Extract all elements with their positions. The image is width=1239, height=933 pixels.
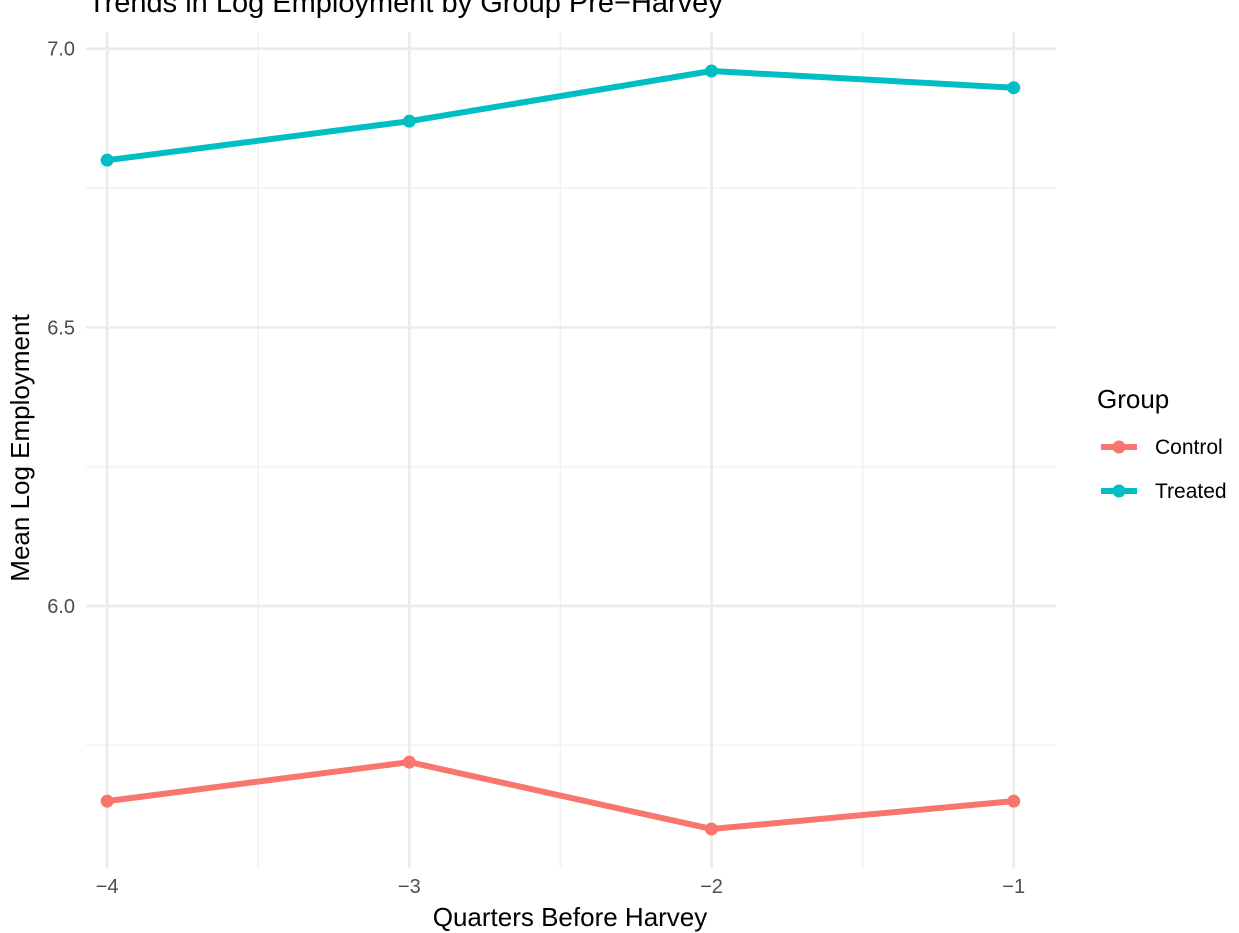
legend-label: Control [1155, 436, 1223, 459]
data-point-treated [705, 64, 719, 78]
y-tick-label: 7.0 [47, 39, 75, 61]
x-axis-title: Quarters Before Harvey [433, 902, 708, 932]
data-point-treated [100, 153, 114, 167]
data-point-control [1007, 794, 1021, 808]
legend-key-point [1112, 484, 1126, 498]
legend-item-treated: Treated [1101, 480, 1227, 503]
data-point-treated [1007, 81, 1021, 95]
data-point-treated [402, 114, 416, 128]
legend-items: Control Treated [1101, 436, 1227, 503]
chart-title: Trends in Log Employment by Group Pre−Ha… [88, 0, 723, 19]
x-tick-label: −2 [700, 876, 723, 898]
legend-label: Treated [1155, 480, 1227, 503]
x-tick-label: −4 [96, 876, 119, 898]
legend-item-control: Control [1101, 436, 1223, 459]
y-tick-label: 6.0 [47, 596, 75, 618]
data-point-control [100, 794, 114, 808]
legend-key-point [1112, 440, 1126, 454]
series-control [100, 755, 1021, 836]
y-axis-title: Mean Log Employment [5, 314, 35, 582]
data-point-control [705, 822, 719, 836]
major-gridlines [86, 32, 1056, 868]
y-tick-label: 6.5 [47, 317, 75, 339]
legend-title: Group [1097, 384, 1169, 414]
legend: Group Control Treated [1097, 384, 1227, 503]
x-axis-tick-labels: −4 −3 −2 −1 [96, 876, 1025, 898]
series-line-treated [106, 68, 1014, 164]
series-line-control [106, 759, 1014, 832]
x-tick-label: −1 [1002, 876, 1025, 898]
minor-gridlines [86, 32, 1056, 868]
series-layer [100, 64, 1021, 836]
data-point-control [402, 755, 416, 769]
y-axis-tick-labels: 6.0 6.5 7.0 [47, 39, 75, 618]
x-tick-label: −3 [398, 876, 421, 898]
series-treated [100, 64, 1021, 167]
